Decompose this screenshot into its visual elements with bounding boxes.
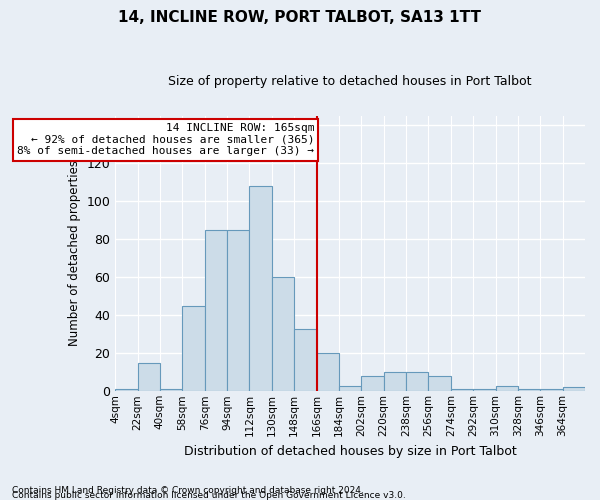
Bar: [250, 186, 272, 392]
Bar: [137, 362, 160, 392]
Text: Contains HM Land Registry data © Crown copyright and database right 2024.: Contains HM Land Registry data © Crown c…: [12, 486, 364, 495]
Bar: [496, 386, 518, 392]
Bar: [182, 306, 205, 392]
Text: Contains public sector information licensed under the Open Government Licence v3: Contains public sector information licen…: [12, 491, 406, 500]
Bar: [317, 353, 339, 392]
Bar: [294, 328, 317, 392]
Bar: [272, 277, 294, 392]
Bar: [451, 390, 473, 392]
Bar: [473, 390, 496, 392]
Title: Size of property relative to detached houses in Port Talbot: Size of property relative to detached ho…: [169, 75, 532, 88]
Bar: [160, 390, 182, 392]
Bar: [540, 390, 563, 392]
Bar: [518, 390, 540, 392]
Bar: [406, 372, 428, 392]
Bar: [227, 230, 250, 392]
Bar: [563, 388, 585, 392]
Bar: [339, 386, 361, 392]
X-axis label: Distribution of detached houses by size in Port Talbot: Distribution of detached houses by size …: [184, 444, 517, 458]
Bar: [428, 376, 451, 392]
Bar: [383, 372, 406, 392]
Text: 14 INCLINE ROW: 165sqm
← 92% of detached houses are smaller (365)
8% of semi-det: 14 INCLINE ROW: 165sqm ← 92% of detached…: [17, 123, 314, 156]
Bar: [115, 390, 137, 392]
Y-axis label: Number of detached properties: Number of detached properties: [68, 160, 81, 346]
Bar: [361, 376, 383, 392]
Bar: [205, 230, 227, 392]
Text: 14, INCLINE ROW, PORT TALBOT, SA13 1TT: 14, INCLINE ROW, PORT TALBOT, SA13 1TT: [119, 10, 482, 25]
